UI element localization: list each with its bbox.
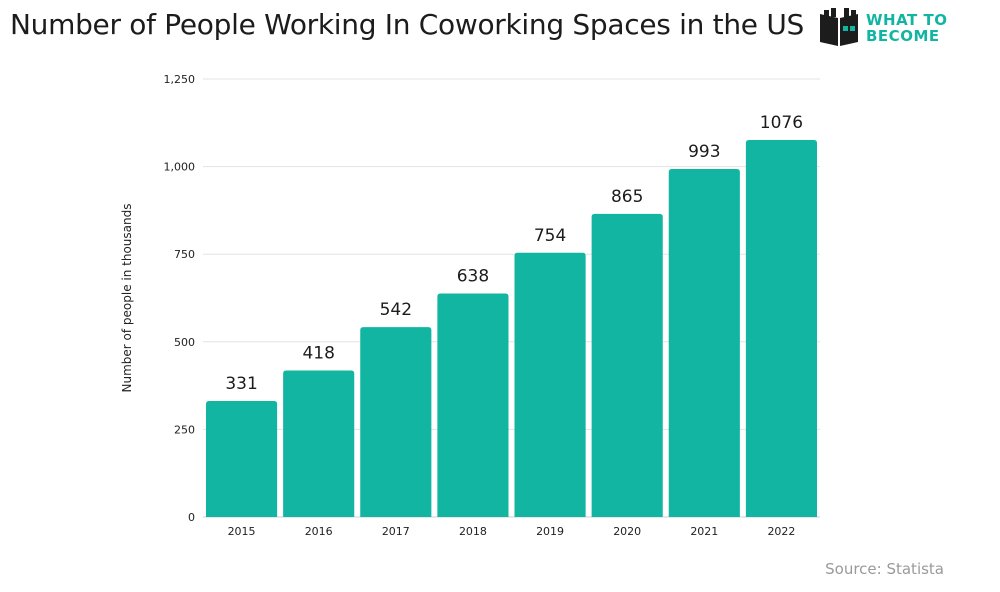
bar-2021 (668, 169, 740, 517)
data-label-2020: 865 (611, 187, 643, 207)
logo-line-1: WHAT TO (866, 11, 948, 29)
bar-2016 (283, 370, 355, 517)
bar-2022 (745, 139, 817, 517)
x-tick-label-2021: 2021 (690, 525, 718, 538)
y-tick-label: 0 (188, 511, 195, 524)
y-tick-label: 500 (174, 336, 195, 349)
y-tick-label: 1,000 (164, 161, 196, 174)
data-labels: 331 418 542 638 754 865 993 1076 (225, 113, 803, 394)
y-axis-title: Number of people in thousands (120, 204, 134, 393)
bar-2018 (437, 293, 509, 517)
x-tick-label-2017: 2017 (382, 525, 410, 538)
y-tick-label: 750 (174, 248, 195, 261)
y-axis-ticks: 0 250 500 750 1,000 1,250 (164, 73, 196, 524)
bar-2017 (360, 327, 432, 517)
data-label-2018: 638 (457, 266, 489, 286)
x-tick-label-2015: 2015 (228, 525, 256, 538)
x-tick-label-2020: 2020 (613, 525, 641, 538)
x-tick-label-2018: 2018 (459, 525, 487, 538)
what-to-become-logo: WHAT TO BECOME (818, 8, 958, 48)
chart-title: Number of People Working In Coworking Sp… (10, 8, 804, 41)
data-label-2017: 542 (380, 300, 412, 320)
y-tick-label: 250 (174, 423, 195, 436)
y-tick-label: 1,250 (164, 73, 196, 86)
x-tick-label-2019: 2019 (536, 525, 564, 538)
bar-2019 (514, 252, 586, 517)
bar-2020 (591, 213, 663, 518)
x-axis-ticks: 2015 2016 2017 2018 2019 2020 2021 2022 (228, 525, 796, 538)
bars (206, 139, 817, 518)
book-logo-icon (820, 8, 858, 46)
x-tick-label-2022: 2022 (767, 525, 795, 538)
bar-2015 (206, 401, 278, 517)
data-label-2019: 754 (534, 226, 566, 246)
x-tick-label-2016: 2016 (305, 525, 333, 538)
logo-line-2: BECOME (866, 27, 940, 45)
data-label-2022: 1076 (760, 113, 803, 133)
data-label-2015: 331 (225, 374, 257, 394)
data-label-2021: 993 (688, 142, 720, 162)
source-note: Source: Statista (825, 560, 944, 578)
data-label-2016: 418 (302, 344, 334, 364)
